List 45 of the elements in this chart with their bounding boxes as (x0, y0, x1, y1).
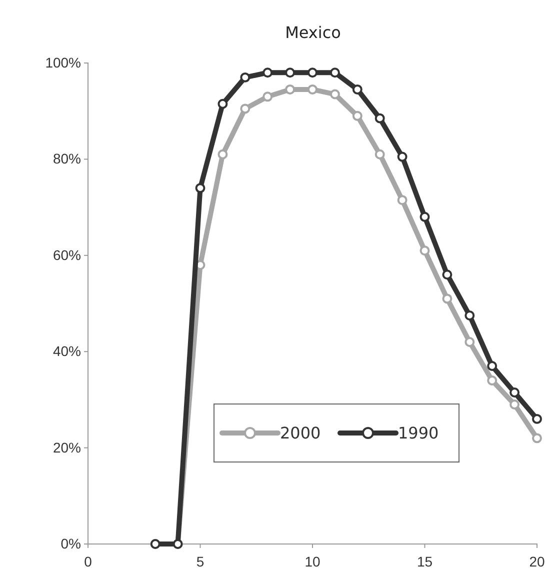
point (218, 98, 228, 109)
point (352, 110, 362, 121)
point (532, 433, 542, 444)
point (397, 152, 408, 162)
point (487, 361, 498, 372)
x-tick-label: 20 (529, 553, 545, 570)
point (262, 92, 273, 102)
x-tick-label: 5 (196, 553, 204, 570)
x-tick-label: 15 (416, 553, 433, 570)
point (285, 84, 296, 94)
point (442, 294, 452, 304)
point (285, 68, 296, 78)
legend-label: 1990 (398, 424, 439, 443)
y-tick-label: 60% (52, 246, 81, 263)
x-tick-label: 0 (84, 553, 92, 570)
point (374, 113, 385, 124)
legend-label: 2000 (280, 424, 321, 443)
point (330, 89, 340, 100)
y-tick-label: 0% (60, 535, 81, 552)
point (195, 183, 206, 194)
point (262, 68, 273, 78)
point (487, 375, 498, 386)
point (464, 310, 475, 321)
point (218, 149, 228, 160)
point (442, 270, 452, 280)
point (240, 72, 250, 82)
point (420, 246, 430, 256)
point (397, 195, 408, 206)
point (510, 388, 520, 398)
y-tick-label: 20% (52, 439, 81, 456)
point (308, 68, 318, 78)
y-tick-label: 40% (52, 343, 81, 360)
point (330, 68, 340, 78)
point (464, 337, 475, 347)
point (510, 400, 520, 410)
point (374, 149, 385, 160)
chart-title: Mexico (285, 23, 341, 42)
point (308, 84, 318, 94)
y-tick-label: 100% (45, 54, 81, 70)
x-tick-label: 10 (304, 553, 320, 570)
point (240, 104, 250, 114)
point (352, 84, 362, 94)
y-tick-label: 80% (52, 150, 81, 167)
point (532, 414, 542, 424)
point (420, 212, 430, 222)
